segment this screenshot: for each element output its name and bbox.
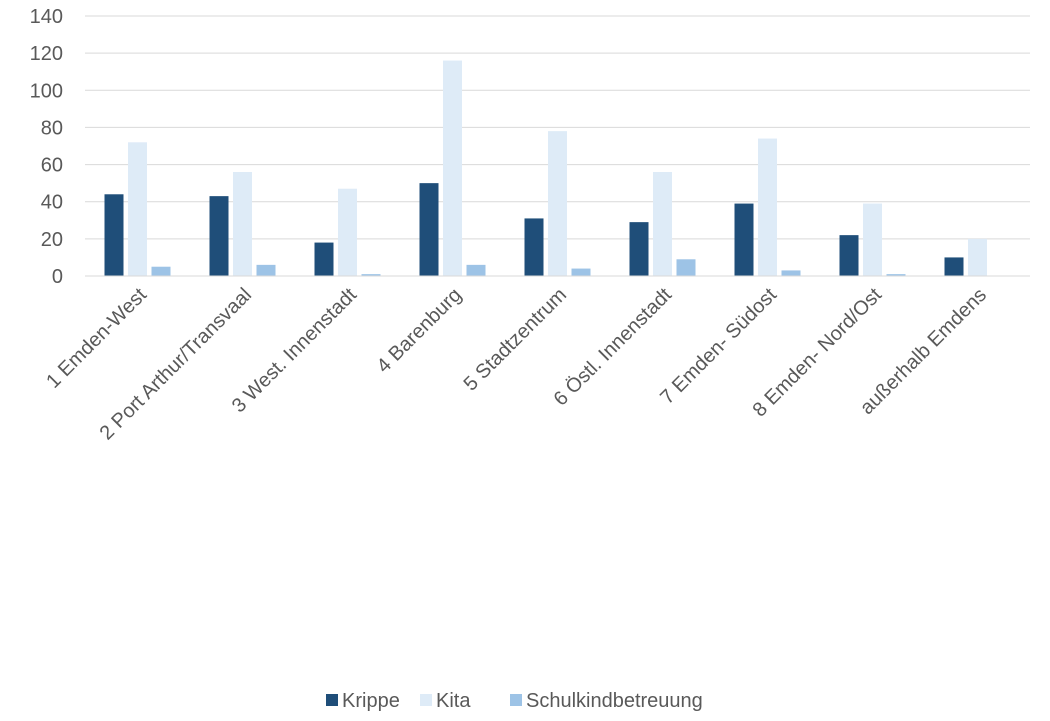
bar-kita-8 — [863, 203, 882, 276]
y-tick-label: 40 — [41, 192, 63, 214]
bar-schulkindbetreuung-3 — [361, 274, 381, 276]
bar-kita-6 — [653, 172, 672, 276]
legend: Krippe Kita Schulkindbetreuung — [326, 690, 703, 712]
x-tick-label: 4 Barenburg — [373, 284, 466, 377]
bar-schulkindbetreuung-2 — [256, 264, 276, 276]
legend-swatch — [326, 694, 338, 706]
bar-krippe-9 — [944, 257, 964, 276]
bar-krippe-4 — [419, 183, 439, 276]
x-tick-label: 5 Stadtzentrum — [460, 284, 571, 395]
x-tick-label: 1 Emden-West — [42, 284, 151, 393]
bar-krippe-3 — [314, 242, 334, 276]
bar-kita-1 — [128, 142, 147, 276]
bar-krippe-7 — [734, 203, 754, 276]
bar-schulkindbetreuung-7 — [781, 270, 801, 276]
legend-item-kita: Kita — [420, 690, 471, 712]
y-tick-label: 0 — [52, 266, 63, 288]
bar-schulkindbetreuung-5 — [571, 268, 591, 276]
legend-label: Kita — [436, 690, 471, 712]
y-tick-label: 80 — [41, 117, 63, 139]
bar-kita-7 — [758, 138, 777, 276]
bar-krippe-6 — [629, 222, 649, 276]
bar-schulkindbetreuung-1 — [151, 266, 171, 276]
legend-item-krippe: Krippe — [326, 690, 400, 712]
bar-kita-4 — [443, 60, 462, 277]
bar-kita-2 — [233, 172, 252, 276]
bar-schulkindbetreuung-4 — [466, 264, 486, 276]
y-tick-label: 20 — [41, 229, 63, 251]
y-tick-label: 100 — [30, 80, 63, 102]
legend-swatch — [420, 694, 432, 706]
y-tick-label: 140 — [30, 6, 63, 28]
bar-kita-5 — [548, 131, 567, 276]
bar-kita-3 — [338, 188, 357, 276]
bars — [104, 60, 987, 277]
bar-krippe-8 — [839, 235, 859, 276]
bar-kita-9 — [968, 238, 987, 276]
y-tick-label: 120 — [30, 43, 63, 65]
x-tick-label: 7 Emden- Südost — [656, 284, 781, 409]
bar-krippe-1 — [104, 194, 124, 276]
bar-schulkindbetreuung-6 — [676, 259, 696, 276]
legend-label: Schulkindbetreuung — [526, 690, 703, 712]
legend-swatch — [510, 694, 522, 706]
y-axis: 0 20 40 60 80 100 120 140 — [30, 6, 63, 288]
bar-krippe-5 — [524, 218, 544, 276]
legend-item-schulkindbetreuung: Schulkindbetreuung — [510, 690, 703, 712]
bar-schulkindbetreuung-8 — [886, 274, 906, 276]
legend-label: Krippe — [342, 690, 400, 712]
bar-krippe-2 — [209, 196, 229, 276]
y-tick-label: 60 — [41, 155, 63, 177]
